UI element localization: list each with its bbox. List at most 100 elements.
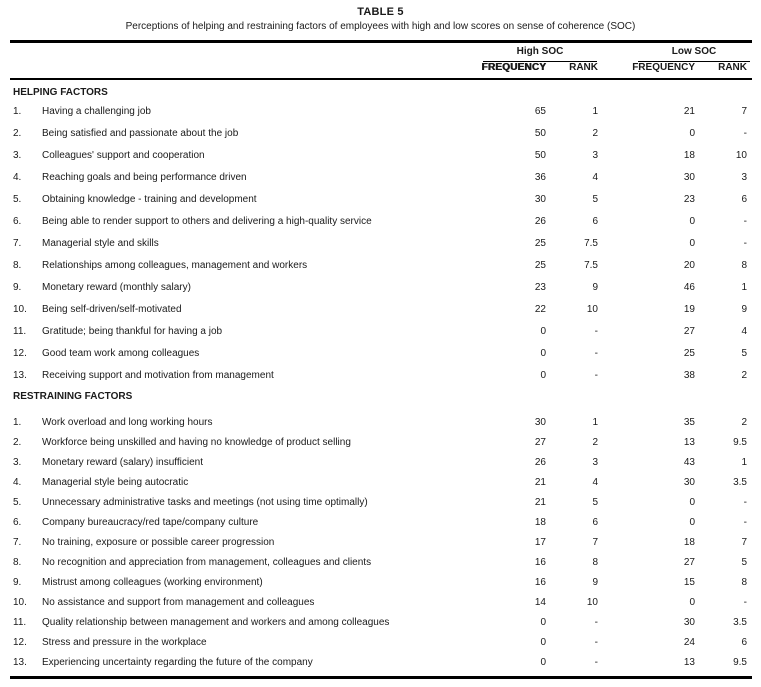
low-soc-rank-value: - <box>743 237 747 249</box>
table-row: 12. Good team work among colleagues 0 - 25 5 <box>10 342 752 364</box>
low-soc-frequency-value: 0 <box>689 516 695 528</box>
row-label: Monetary reward (salary) insufficient <box>42 456 203 468</box>
high-soc-frequency-value: 50 <box>534 149 546 161</box>
row-label: Work overload and long working hours <box>42 416 213 428</box>
low-soc-frequency-value: 13 <box>683 656 695 668</box>
row-number: 11. <box>13 616 27 628</box>
low-soc-rank-value: - <box>743 516 747 528</box>
high-soc-frequency-value: 0 <box>540 347 546 359</box>
row-label: Colleagues' support and cooperation <box>42 149 205 161</box>
row-number: 10. <box>13 303 27 315</box>
low-soc-rank-value: 10 <box>735 149 747 161</box>
low-soc-rank-value: 6 <box>741 193 747 205</box>
table-body: HELPING FACTORS 1. Having a challenging jo… <box>10 86 752 672</box>
high-soc-frequency-value: 36 <box>534 171 546 183</box>
table-row: 11. Quality relationship between manageme… <box>10 612 752 632</box>
row-number: 7. <box>13 237 22 249</box>
low-soc-rank-value: 9.5 <box>733 656 747 668</box>
row-number: 8. <box>13 556 22 568</box>
table-row: 1. Having a challenging job 65 1 21 7 <box>10 100 752 122</box>
row-label: No training, exposure or possible career… <box>42 536 275 548</box>
low-soc-rank-value: 9.5 <box>733 436 747 448</box>
table-row: 3. Monetary reward (salary) insufficient 2… <box>10 452 752 472</box>
high-soc-frequency-value: 25 <box>534 237 546 249</box>
column-header-high-frequency: FREQUENCY <box>481 62 546 73</box>
high-soc-rank-value: - <box>594 656 598 668</box>
low-soc-frequency-value: 18 <box>683 149 695 161</box>
low-soc-frequency-value: 13 <box>683 436 695 448</box>
high-soc-frequency-value: 21 <box>534 476 546 488</box>
section-restraining-factors: RESTRAINING FACTORS 1. Work overload and l… <box>10 390 752 672</box>
column-header-spacer <box>39 62 466 73</box>
table-row: 3. Colleagues' support and cooperation 50 3… <box>10 144 752 166</box>
row-label: No recognition and appreciation from man… <box>42 556 372 568</box>
row-label: Receiving support and motivation from ma… <box>42 369 274 381</box>
row-number: 8. <box>13 259 22 271</box>
row-number: 12. <box>13 636 27 648</box>
row-label: Managerial style and skills <box>42 237 159 249</box>
low-soc-frequency-value: 43 <box>683 456 695 468</box>
row-number: 9. <box>13 281 22 293</box>
row-number: 13. <box>13 369 27 381</box>
low-soc-rank-value: - <box>743 215 747 227</box>
low-soc-rank-value: 9 <box>741 303 747 315</box>
low-soc-rank-value: - <box>743 596 747 608</box>
row-number: 9. <box>13 576 22 588</box>
row-number: 3. <box>13 149 22 161</box>
row-number: 7. <box>13 536 22 548</box>
high-soc-frequency-value: 22 <box>534 303 546 315</box>
section-heading: RESTRAINING FACTORS <box>13 391 133 402</box>
high-soc-rank-value: 7.5 <box>584 259 598 271</box>
row-number: 10. <box>13 596 27 608</box>
table-row: 2. Workforce being unskilled and having n… <box>10 432 752 452</box>
low-soc-frequency-value: 24 <box>683 636 695 648</box>
high-soc-frequency-value: 23 <box>534 281 546 293</box>
low-soc-rank-value: 1 <box>741 456 747 468</box>
high-soc-rank-value: 2 <box>592 127 598 139</box>
high-soc-rank-value: 3 <box>592 149 598 161</box>
row-number: 1. <box>13 105 22 117</box>
section-heading: HELPING FACTORS <box>13 87 108 98</box>
row-label: Being satisfied and passionate about the… <box>42 127 239 139</box>
high-soc-rank-value: 7 <box>592 536 598 548</box>
low-soc-rank-value: 5 <box>741 556 747 568</box>
high-soc-frequency-value: 0 <box>540 369 546 381</box>
low-soc-frequency-value: 25 <box>683 347 695 359</box>
low-soc-rank-value: - <box>743 496 747 508</box>
row-label: Obtaining knowledge - training and devel… <box>42 193 257 205</box>
high-soc-rank-value: - <box>594 369 598 381</box>
row-number: 4. <box>13 171 22 183</box>
row-number: 6. <box>13 516 22 528</box>
row-label: Being able to render support to others a… <box>42 215 372 227</box>
low-soc-frequency-value: 27 <box>683 325 695 337</box>
low-soc-frequency-value: 21 <box>683 105 695 117</box>
low-soc-frequency-value: 19 <box>683 303 695 315</box>
high-soc-frequency-value: 0 <box>540 325 546 337</box>
table-row: 10. Being self-driven/self-motivated 22 10 1… <box>10 298 752 320</box>
high-soc-frequency-value: 14 <box>534 596 546 608</box>
low-soc-frequency-value: 15 <box>683 576 695 588</box>
row-label: Being self-driven/self-motivated <box>42 303 182 315</box>
high-soc-rank-value: 8 <box>592 556 598 568</box>
column-header-row: FREQUENCY RANK FREQUENCY RANK <box>10 62 752 73</box>
high-soc-frequency-value: 25 <box>534 259 546 271</box>
row-number: 5. <box>13 193 22 205</box>
low-soc-rank-value: 6 <box>741 636 747 648</box>
table-row: 1. Work overload and long working hours 30… <box>10 412 752 432</box>
table-row: 9. Monetary reward (monthly salary) 23 9 46 1 <box>10 276 752 298</box>
table-row: 10. No assistance and support from manage… <box>10 592 752 612</box>
row-number: 11. <box>13 325 27 337</box>
high-soc-rank-value: - <box>594 636 598 648</box>
row-label: Having a challenging job <box>42 105 151 117</box>
table-row: 6. Company bureaucracy/red tape/company c… <box>10 512 752 532</box>
low-soc-frequency-value: 0 <box>689 496 695 508</box>
high-soc-rank-value: 6 <box>592 215 598 227</box>
low-soc-frequency-value: 38 <box>683 369 695 381</box>
high-soc-frequency-value: 17 <box>534 536 546 548</box>
row-label: Monetary reward (monthly salary) <box>42 281 191 293</box>
high-soc-rank-value: 4 <box>592 171 598 183</box>
table-row: 11. Gratitude; being thankful for having … <box>10 320 752 342</box>
high-soc-frequency-value: 27 <box>534 436 546 448</box>
low-soc-rank-value: 7 <box>741 105 747 117</box>
row-label: Managerial style being autocratic <box>42 476 189 488</box>
